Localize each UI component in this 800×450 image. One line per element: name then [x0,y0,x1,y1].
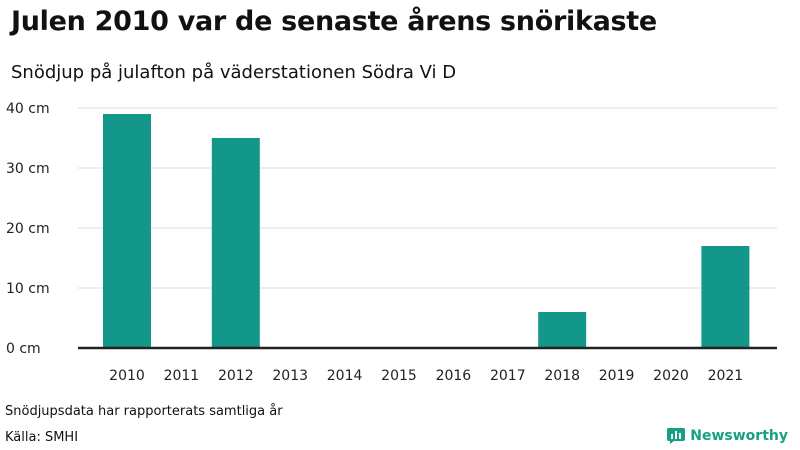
bar [103,114,151,348]
bar-chart-logo-icon [667,428,686,444]
y-tick-label: 20 cm [6,221,50,237]
x-tick-label: 2010 [109,368,145,384]
x-tick-label: 2017 [490,368,526,384]
bar-chart: 0 cm 10 cm 20 cm 30 cm 40 cm 2010 2011 2012 2013… [6,101,777,384]
x-tick-label: 2020 [653,368,689,384]
y-tick-label: 0 cm [6,341,41,357]
x-tick-label: 2013 [272,368,308,384]
x-tick-label: 2012 [218,368,254,384]
bar [211,138,260,348]
bar [701,246,750,348]
x-tick-label: 2016 [436,368,472,384]
y-tick-label: 30 cm [6,161,50,177]
chart-title: Julen 2010 var de senaste årens snörikas… [11,6,657,37]
brand-name: Newsworthy [690,428,788,444]
brand-logo: Newsworthy [667,428,788,444]
chart-subtitle: Snödjup på julafton på väderstationen Sö… [11,62,457,83]
x-tick-label: 2015 [381,368,417,384]
x-tick-label: 2011 [164,368,200,384]
x-tick-label: 2018 [544,368,580,384]
source-credit: Källa: SMHI [5,430,79,445]
bar [538,312,587,348]
x-tick-label: 2014 [327,368,363,384]
x-tick-label: 2021 [708,368,744,384]
footnote: Snödjupsdata har rapporterats samtliga å… [5,404,283,419]
y-tick-label: 40 cm [6,101,50,117]
x-tick-label: 2019 [599,368,635,384]
y-tick-label: 10 cm [6,281,50,297]
